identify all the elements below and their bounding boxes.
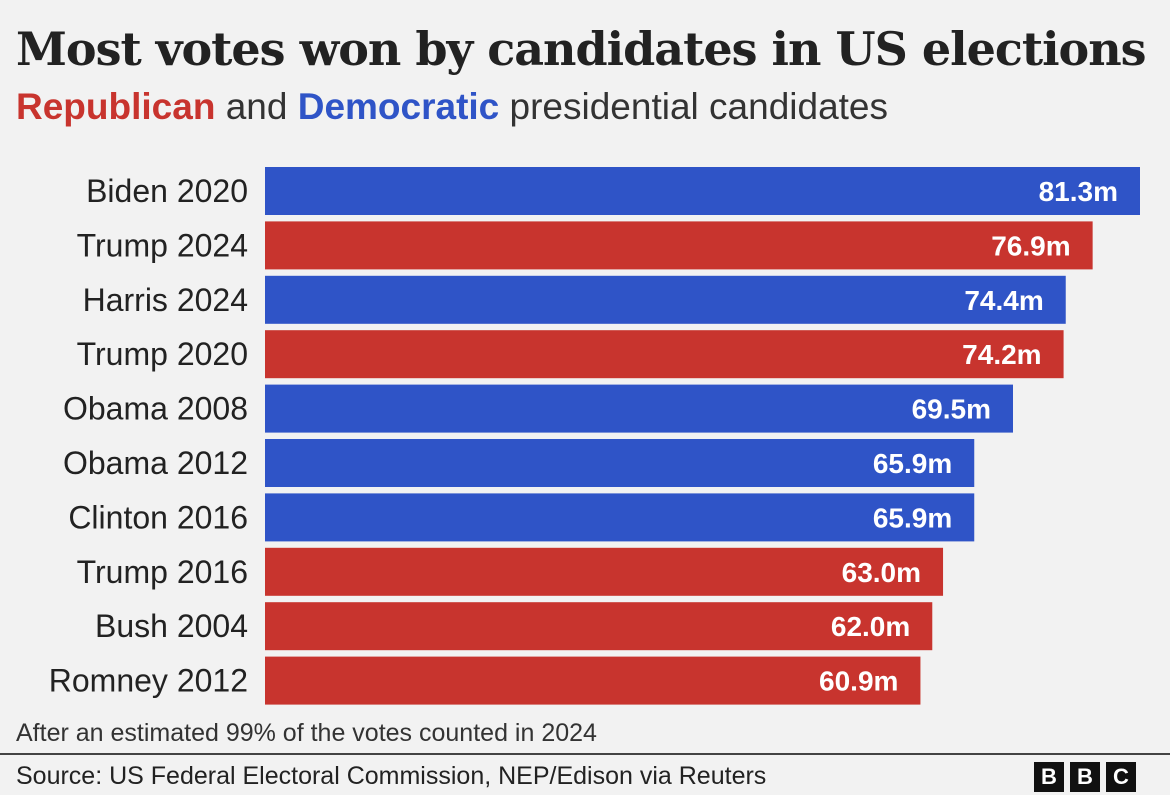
data-label: 65.9m <box>873 448 952 479</box>
data-label: 63.0m <box>842 557 921 588</box>
category-label: Obama 2012 <box>63 445 248 481</box>
category-label: Clinton 2016 <box>68 499 248 535</box>
data-label: 76.9m <box>991 230 1070 261</box>
bar <box>265 330 1064 379</box>
category-label: Obama 2008 <box>63 391 248 427</box>
data-label: 81.3m <box>1039 176 1118 207</box>
subtitle-republican: Republican <box>16 86 216 127</box>
bar <box>265 275 1066 324</box>
category-label: Romney 2012 <box>49 663 248 699</box>
category-label: Trump 2020 <box>77 336 248 372</box>
bar <box>265 656 921 705</box>
category-label: Trump 2016 <box>77 554 248 590</box>
bar <box>265 221 1093 270</box>
bbc-logo-letter: B <box>1070 762 1100 792</box>
data-label: 74.2m <box>962 339 1041 370</box>
bar <box>265 493 975 542</box>
bar <box>265 547 944 596</box>
data-label: 60.9m <box>819 666 898 697</box>
category-label: Bush 2004 <box>95 608 248 644</box>
bbc-logo: B B C <box>1034 762 1136 792</box>
category-label: Harris 2024 <box>83 282 248 318</box>
bbc-logo-letter: C <box>1106 762 1136 792</box>
bar <box>265 439 975 487</box>
bar <box>265 167 1140 215</box>
subtitle-and: and <box>225 86 288 127</box>
data-label: 74.4m <box>964 285 1043 316</box>
chart-subtitle: Republican and Democratic presidential c… <box>16 84 888 130</box>
subtitle-democratic: Democratic <box>297 86 500 127</box>
source-text: Source: US Federal Electoral Commission,… <box>16 762 767 790</box>
subtitle-rest: presidential candidates <box>509 86 889 127</box>
data-label: 69.5m <box>912 394 991 425</box>
footnote: After an estimated 99% of the votes coun… <box>16 719 597 747</box>
bar <box>265 602 933 651</box>
category-label: Trump 2024 <box>77 227 248 263</box>
chart-title: Most votes won by candidates in US elect… <box>16 22 1147 76</box>
data-label: 62.0m <box>831 611 910 642</box>
bar <box>265 384 1014 433</box>
bbc-logo-letter: B <box>1034 762 1064 792</box>
data-label: 65.9m <box>873 502 952 533</box>
footer-divider <box>0 753 1170 755</box>
category-label: Biden 2020 <box>86 173 248 209</box>
